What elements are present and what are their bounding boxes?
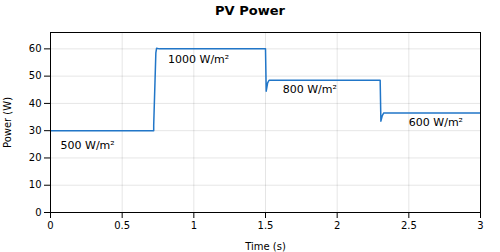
svg-text:0: 0 — [47, 220, 53, 231]
svg-text:3: 3 — [477, 220, 483, 231]
svg-text:600 W/m²: 600 W/m² — [409, 116, 463, 129]
svg-text:Power (W): Power (W) — [2, 97, 13, 148]
svg-text:500 W/m²: 500 W/m² — [61, 139, 115, 152]
svg-text:60: 60 — [29, 43, 42, 54]
svg-text:50: 50 — [29, 70, 42, 81]
html-text:PV Power: PV Power — [215, 3, 285, 18]
svg-text:0: 0 — [35, 207, 41, 218]
svg-text:30: 30 — [29, 125, 42, 136]
svg-text:0.5: 0.5 — [114, 220, 130, 231]
svg-text:40: 40 — [29, 98, 42, 109]
svg-text:1: 1 — [191, 220, 197, 231]
svg-text:10: 10 — [29, 179, 42, 190]
svg-text:2.5: 2.5 — [401, 220, 417, 231]
svg-text:1000 W/m²: 1000 W/m² — [168, 53, 229, 66]
svg-text:800 W/m²: 800 W/m² — [283, 83, 337, 96]
svg-text:1.5: 1.5 — [258, 220, 274, 231]
svg-text:20: 20 — [29, 152, 42, 163]
svg-text:2: 2 — [334, 220, 340, 231]
svg-text:Time (s): Time (s) — [244, 241, 286, 252]
